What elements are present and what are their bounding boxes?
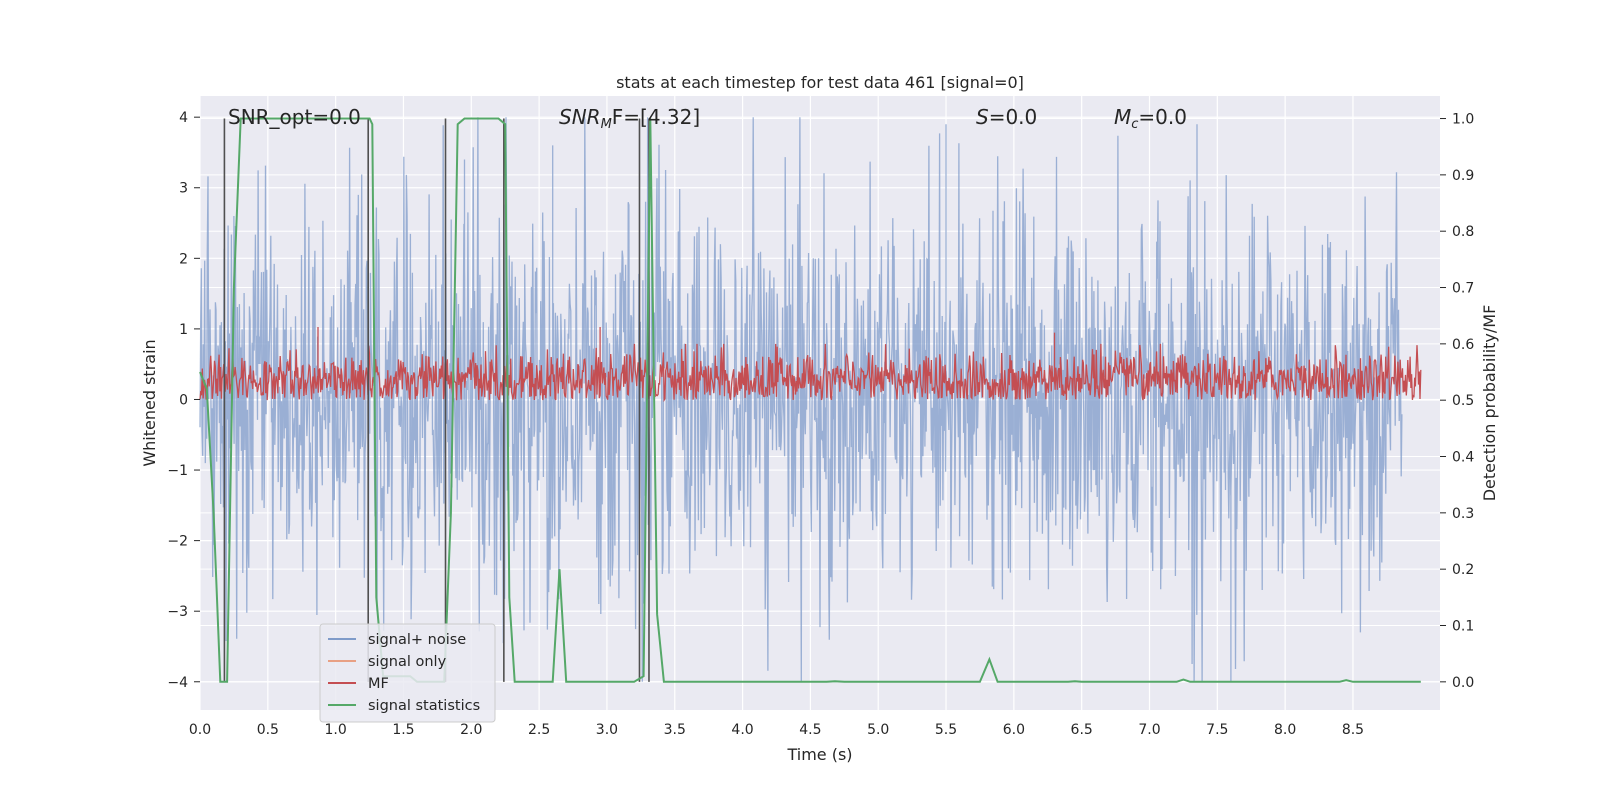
annotation-s: S=0.0 — [976, 105, 1037, 129]
annotation-snr-opt: SNR_opt=0.0 — [228, 105, 361, 129]
y-tick-label-left: 4 — [179, 110, 188, 126]
x-tick-label: 1.5 — [392, 722, 414, 738]
annotation-s-rest: =0.0 — [989, 105, 1038, 129]
y-tick-label-right: 0.3 — [1452, 506, 1474, 522]
y-tick-label-left: 3 — [179, 181, 188, 197]
legend: signal+ noise signal only MF signal stat… — [319, 623, 496, 723]
x-tick-label: 3.5 — [664, 722, 686, 738]
x-tick-label: 6.5 — [1071, 722, 1093, 738]
annotation-snr-mf-rest: F=[4.32] — [612, 105, 700, 129]
x-tick-label: 8.5 — [1342, 722, 1364, 738]
annotation-mc-sub: c — [1131, 117, 1138, 132]
marker-layer — [223, 118, 650, 682]
x-tick-label: 7.0 — [1138, 722, 1160, 738]
y-tick-label-right: 0.2 — [1452, 562, 1474, 578]
legend-label-signal-only: signal only — [368, 654, 447, 670]
y-tick-label-right: 0.4 — [1452, 450, 1474, 466]
x-tick-label: 5.0 — [867, 722, 889, 738]
x-tick-label: 3.0 — [596, 722, 618, 738]
y-tick-label-left: −1 — [167, 463, 188, 479]
y-tick-label-right: 0.9 — [1452, 168, 1474, 184]
x-tick-label: 0.0 — [189, 722, 211, 738]
y-tick-label-left: 1 — [179, 322, 188, 338]
y-tick-label-right: 0.0 — [1452, 675, 1474, 691]
x-tick-label: 1.0 — [325, 722, 347, 738]
legend-box — [319, 623, 496, 723]
annotation-mc-label: M — [1114, 105, 1131, 129]
mf-layer — [199, 327, 1422, 403]
annotation-snr-mf-prefix: SNR — [559, 105, 601, 129]
annotation-mc-rest: =0.0 — [1138, 105, 1187, 129]
y-axis-label-right: Detection probability/MF — [1480, 305, 1499, 502]
y-tick-label-right: 0.8 — [1452, 224, 1474, 240]
series-mf-line — [199, 327, 1422, 403]
y-tick-label-left: −4 — [167, 675, 188, 691]
x-axis-label: Time (s) — [786, 745, 852, 764]
legend-label-signal-noise: signal+ noise — [368, 632, 466, 648]
x-tick-label: 5.5 — [935, 722, 957, 738]
legend-label-signal-statistics: signal statistics — [368, 698, 480, 714]
y-tick-label-left: −2 — [167, 534, 188, 550]
annotation-mc: Mc=0.0 — [1114, 105, 1187, 132]
annotation-snr-mf: SNRMF=[4.32] — [559, 105, 700, 132]
x-tick-label: 7.5 — [1206, 722, 1228, 738]
x-tick-label: 6.0 — [1003, 722, 1025, 738]
x-tick-label: 0.5 — [257, 722, 279, 738]
x-tick-label: 8.0 — [1274, 722, 1296, 738]
y-tick-label-right: 0.6 — [1452, 337, 1474, 353]
y-tick-label-right: 0.7 — [1452, 281, 1474, 297]
chart-title: stats at each timestep for test data 461… — [616, 73, 1024, 92]
y-tick-label-right: 0.1 — [1452, 619, 1474, 635]
legend-label-mf: MF — [368, 676, 389, 692]
annotation-s-label: S — [976, 105, 989, 129]
series-signal-statistics-line — [199, 117, 1421, 683]
x-tick-label: 2.0 — [460, 722, 482, 738]
stat-layer — [199, 117, 1421, 683]
y-tick-label-left: 2 — [179, 251, 188, 267]
x-tick-label: 4.5 — [799, 722, 821, 738]
y-tick-label-right: 1.0 — [1452, 112, 1474, 128]
y-tick-label-right: 0.5 — [1452, 393, 1474, 409]
y-tick-label-left: −3 — [167, 604, 188, 620]
annotation-snr-mf-sub: M — [601, 117, 612, 132]
plot-clip-group — [199, 117, 1422, 683]
y-axis-label-left: Whitened strain — [140, 339, 159, 466]
axis-layer: 0.0 0.5 1.0 1.5 2.0 2.5 3.0 3.5 4.0 4.5 5.0 5.5 6.0 6… — [167, 110, 1474, 738]
x-tick-label: 4.0 — [731, 722, 753, 738]
y-tick-label-left: 0 — [179, 392, 188, 408]
x-tick-label: 2.5 — [528, 722, 550, 738]
